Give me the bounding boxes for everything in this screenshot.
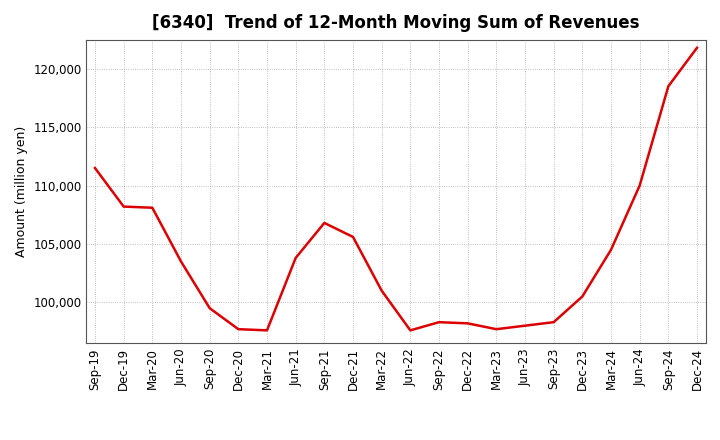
Title: [6340]  Trend of 12-Month Moving Sum of Revenues: [6340] Trend of 12-Month Moving Sum of R… xyxy=(152,15,640,33)
Y-axis label: Amount (million yen): Amount (million yen) xyxy=(14,126,28,257)
